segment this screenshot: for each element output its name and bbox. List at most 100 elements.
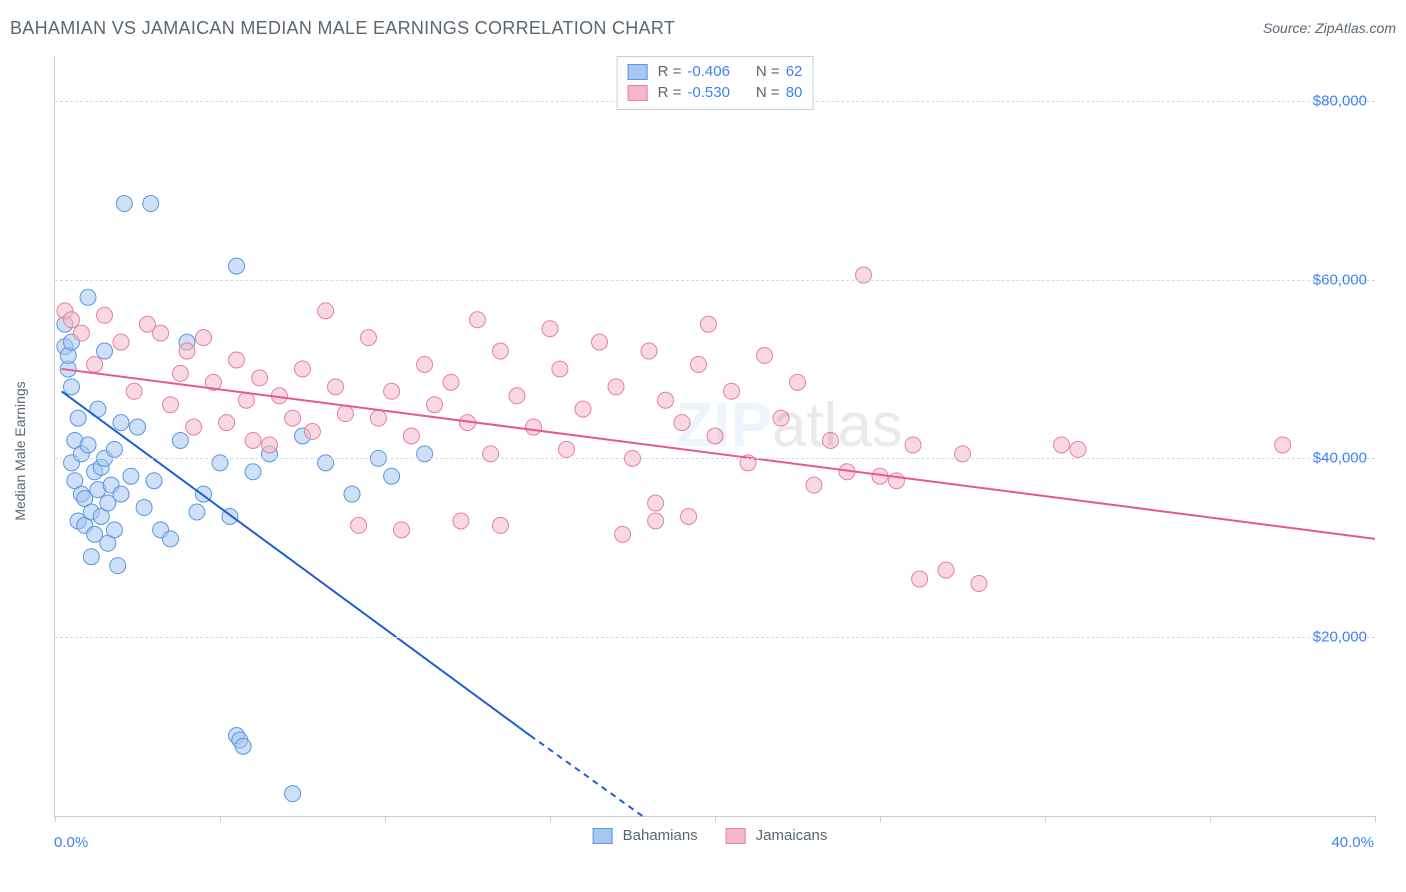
data-point	[394, 522, 410, 538]
data-point	[113, 334, 129, 350]
data-point	[384, 468, 400, 484]
x-tick	[715, 816, 716, 822]
legend-swatch	[726, 828, 746, 844]
correlation-legend: R =-0.406N =62R =-0.530N =80	[617, 56, 814, 110]
data-point	[483, 446, 499, 462]
x-tick	[1045, 816, 1046, 822]
gridline	[55, 637, 1375, 638]
chart-source: Source: ZipAtlas.com	[1263, 20, 1396, 36]
plot-area: ZIPatlas R =-0.406N =62R =-0.530N =80 $2…	[54, 56, 1375, 817]
data-point	[370, 410, 386, 426]
data-point	[97, 307, 113, 323]
data-point	[823, 432, 839, 448]
data-point	[757, 348, 773, 364]
y-axis-label: Median Male Earnings	[12, 381, 28, 520]
data-point	[146, 473, 162, 489]
data-point	[707, 428, 723, 444]
data-point	[130, 419, 146, 435]
data-point	[552, 361, 568, 377]
data-point	[806, 477, 822, 493]
data-point	[1054, 437, 1070, 453]
trend-line	[530, 736, 642, 816]
data-point	[219, 415, 235, 431]
data-point	[403, 428, 419, 444]
data-point	[318, 303, 334, 319]
data-point	[106, 522, 122, 538]
data-point	[773, 410, 789, 426]
data-point	[790, 374, 806, 390]
data-point	[163, 531, 179, 547]
data-point	[285, 410, 301, 426]
data-point	[295, 361, 311, 377]
series-legend-label: Jamaicans	[756, 827, 828, 844]
trend-line	[62, 391, 531, 735]
data-point	[116, 196, 132, 212]
data-point	[87, 356, 103, 372]
x-axis-min-label: 0.0%	[54, 834, 88, 851]
correlation-legend-row: R =-0.406N =62	[628, 61, 803, 82]
data-point	[229, 258, 245, 274]
x-tick	[220, 816, 221, 822]
data-point	[328, 379, 344, 395]
trend-line	[62, 369, 1375, 539]
data-point	[189, 504, 205, 520]
data-point	[417, 356, 433, 372]
chart-container: BAHAMIAN VS JAMAICAN MEDIAN MALE EARNING…	[0, 0, 1406, 892]
data-point	[608, 379, 624, 395]
data-point	[143, 196, 159, 212]
data-point	[113, 486, 129, 502]
data-point	[126, 383, 142, 399]
data-point	[493, 343, 509, 359]
data-point	[229, 352, 245, 368]
correlation-legend-row: R =-0.530N =80	[628, 82, 803, 103]
data-point	[83, 549, 99, 565]
data-point	[245, 464, 261, 480]
data-point	[427, 397, 443, 413]
data-point	[153, 325, 169, 341]
data-point	[575, 401, 591, 417]
data-point	[674, 415, 690, 431]
n-label: N =	[756, 84, 780, 101]
r-label: R =	[658, 63, 682, 80]
series-legend-label: Bahamians	[623, 827, 698, 844]
n-value: 62	[786, 63, 803, 80]
data-point	[113, 415, 129, 431]
data-point	[648, 495, 664, 511]
legend-swatch	[628, 64, 648, 80]
data-point	[559, 441, 575, 457]
chart-title: BAHAMIAN VS JAMAICAN MEDIAN MALE EARNING…	[10, 18, 675, 38]
data-point	[361, 330, 377, 346]
x-tick	[1375, 816, 1376, 822]
y-tick-label: $80,000	[1313, 92, 1367, 109]
data-point	[172, 432, 188, 448]
x-axis-max-label: 40.0%	[1331, 834, 1374, 851]
data-point	[238, 392, 254, 408]
data-point	[252, 370, 268, 386]
chart-header: BAHAMIAN VS JAMAICAN MEDIAN MALE EARNING…	[10, 18, 1396, 48]
data-point	[905, 437, 921, 453]
data-point	[889, 473, 905, 489]
data-point	[971, 576, 987, 592]
data-point	[337, 406, 353, 422]
gridline	[55, 458, 1375, 459]
data-point	[691, 356, 707, 372]
data-point	[938, 562, 954, 578]
plot-svg	[55, 56, 1375, 816]
data-point	[123, 468, 139, 484]
data-point	[443, 374, 459, 390]
data-point	[493, 517, 509, 533]
data-point	[700, 316, 716, 332]
data-point	[235, 738, 251, 754]
data-point	[912, 571, 928, 587]
r-label: R =	[658, 84, 682, 101]
data-point	[73, 325, 89, 341]
data-point	[351, 517, 367, 533]
data-point	[1275, 437, 1291, 453]
data-point	[509, 388, 525, 404]
data-point	[1070, 441, 1086, 457]
data-point	[592, 334, 608, 350]
data-point	[542, 321, 558, 337]
data-point	[64, 312, 80, 328]
data-point	[64, 379, 80, 395]
data-point	[658, 392, 674, 408]
